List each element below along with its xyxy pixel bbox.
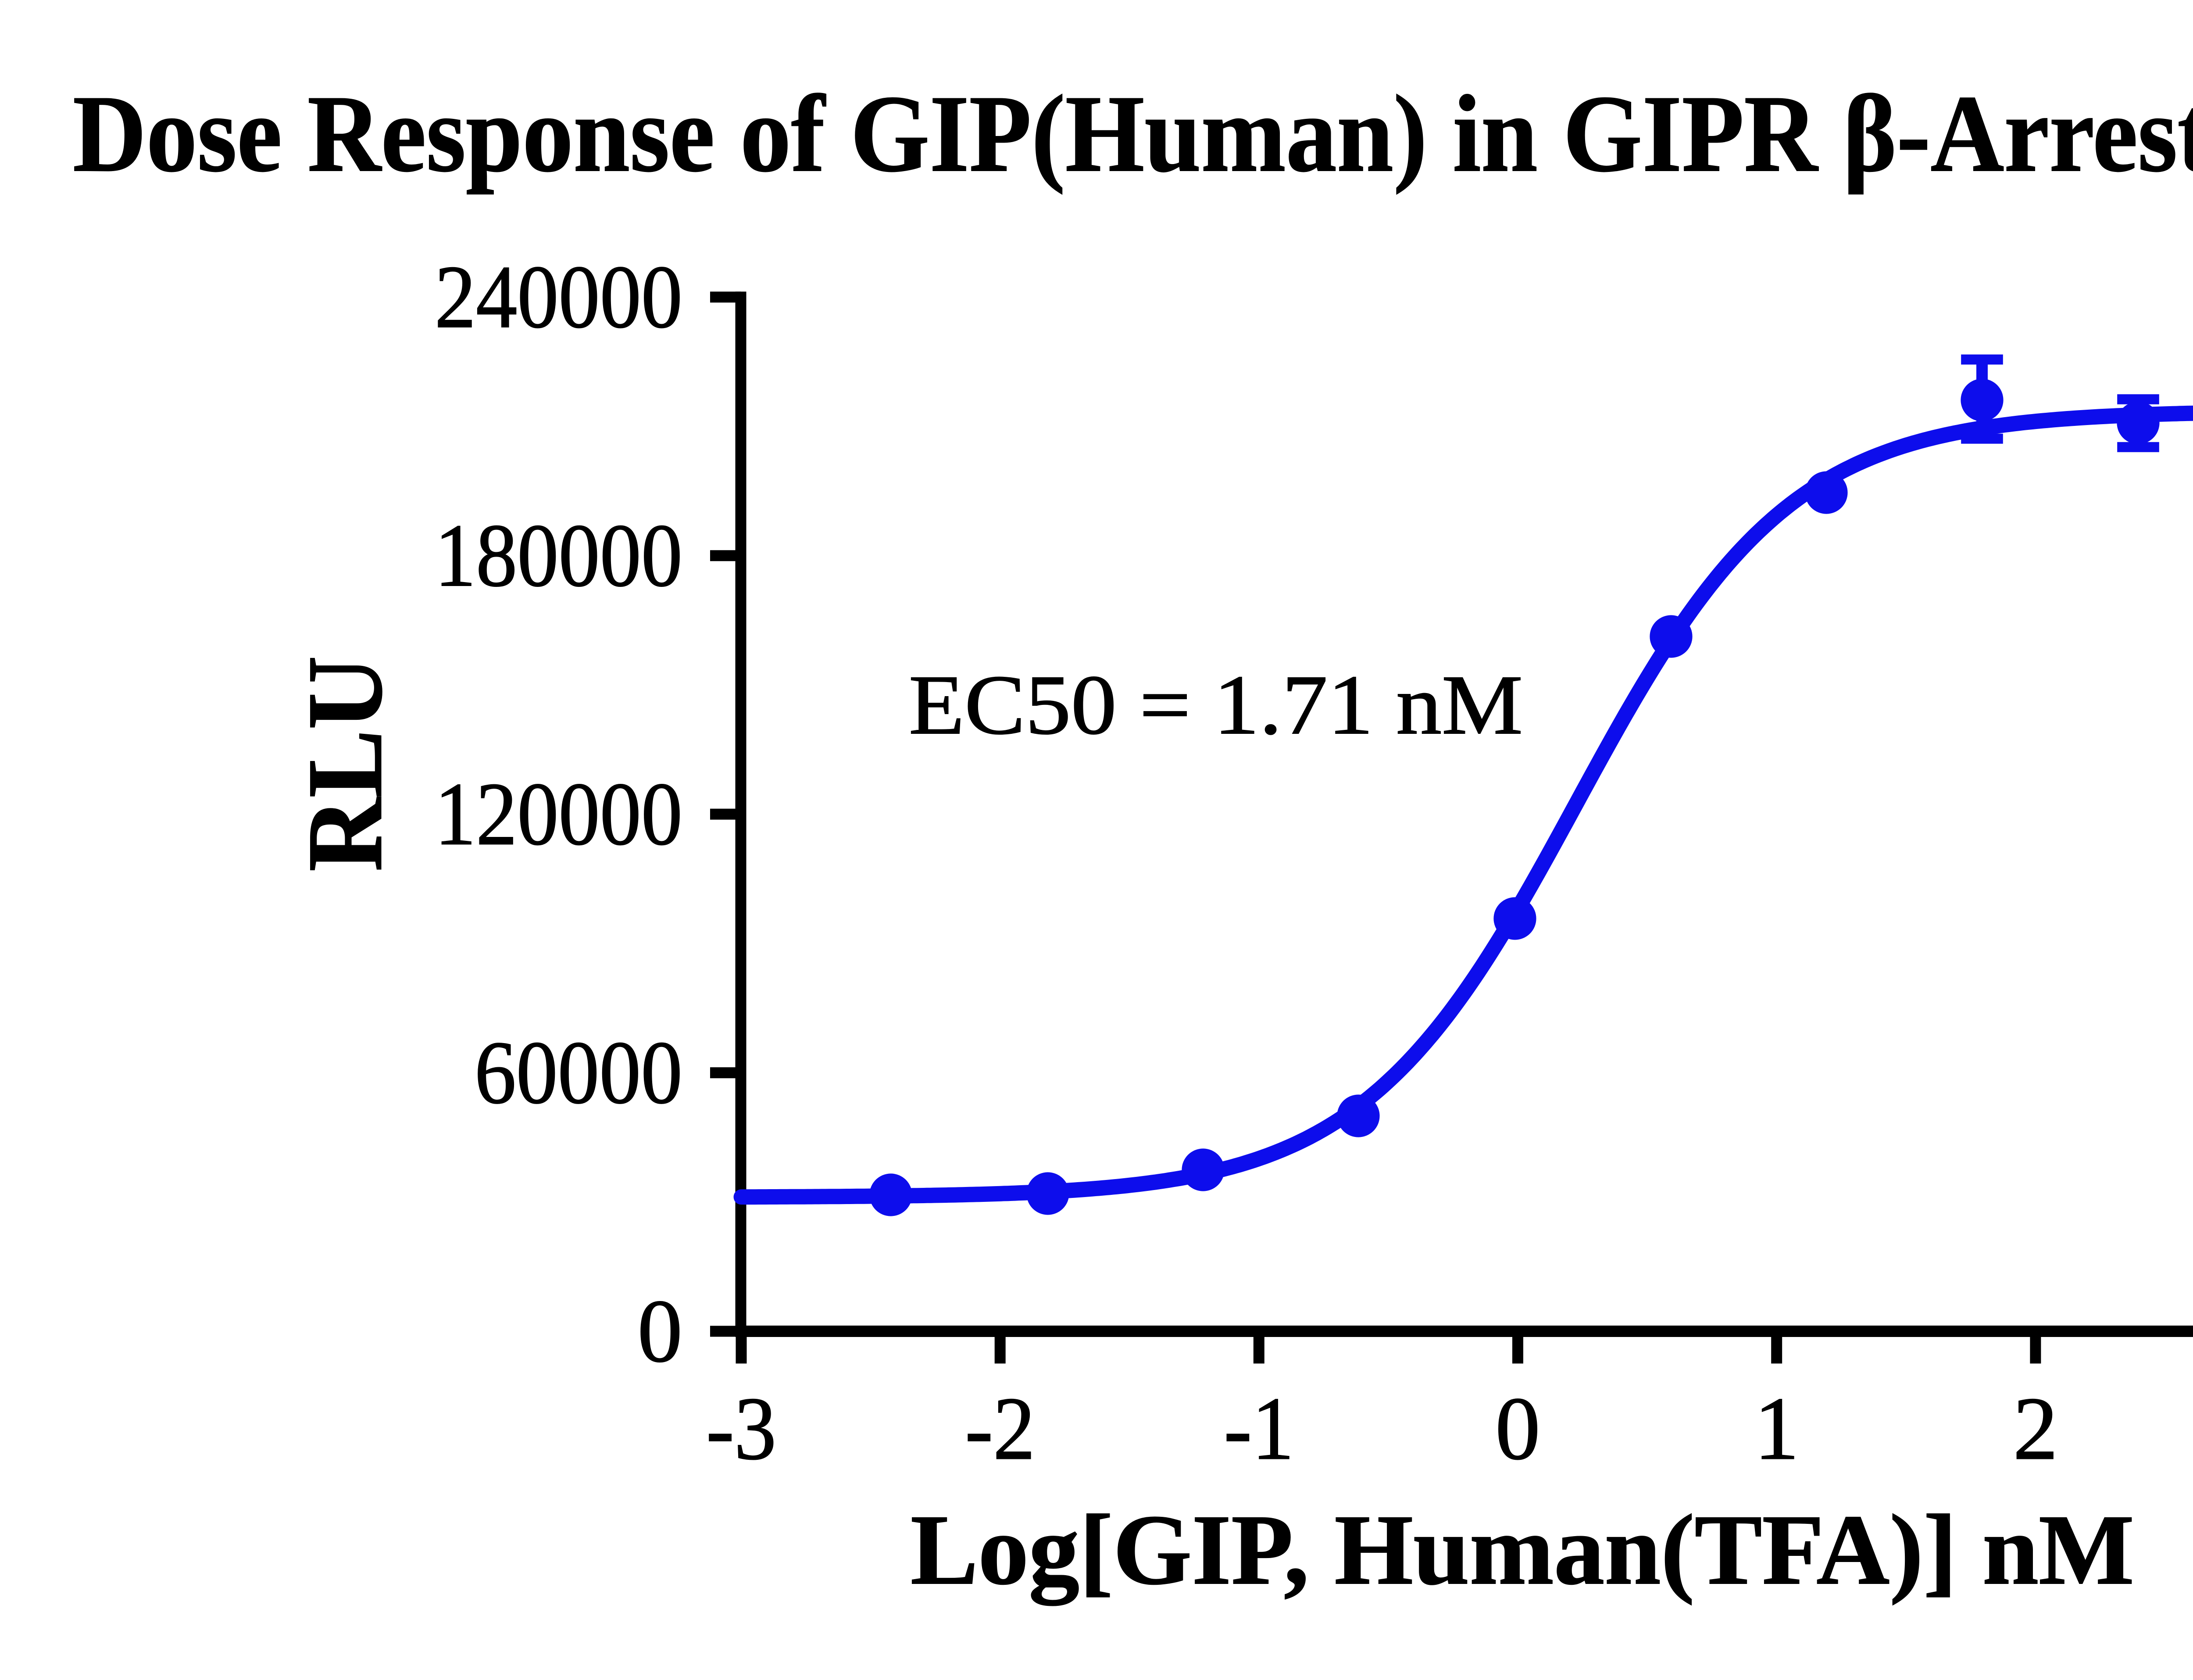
- svg-text:-3: -3: [706, 1379, 776, 1479]
- svg-text:Log[GIP, Human(TFA)] nM: Log[GIP, Human(TFA)] nM: [911, 1494, 2134, 1606]
- svg-text:0: 0: [1495, 1379, 1540, 1479]
- svg-text:240000: 240000: [435, 247, 682, 347]
- svg-text:60000: 60000: [475, 1023, 682, 1122]
- svg-text:-2: -2: [965, 1379, 1035, 1479]
- svg-text:-1: -1: [1224, 1379, 1294, 1479]
- svg-text:120000: 120000: [435, 764, 682, 864]
- svg-text:RLU: RLU: [286, 656, 404, 872]
- svg-text:180000: 180000: [435, 506, 682, 605]
- svg-text:0: 0: [638, 1281, 683, 1381]
- svg-text:2: 2: [2013, 1379, 2058, 1479]
- svg-text:1: 1: [1754, 1379, 1799, 1479]
- svg-text:EC50 = 1.71 nM: EC50 = 1.71 nM: [909, 658, 1523, 752]
- svg-text:Dose Response of GIP(Human) in: Dose Response of GIP(Human) in GIPR β-Ar…: [73, 73, 2193, 195]
